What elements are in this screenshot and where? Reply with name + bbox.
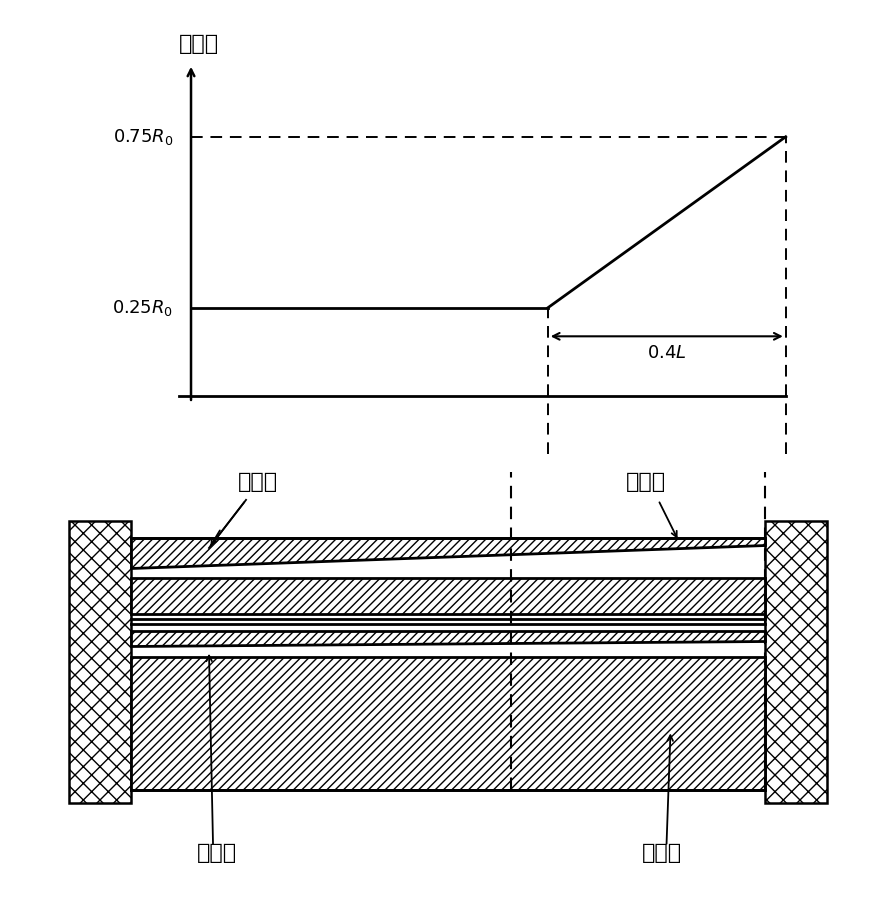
Polygon shape xyxy=(131,578,765,614)
Text: 低方阻: 低方阻 xyxy=(642,844,683,863)
Text: 0.25$R_0$: 0.25$R_0$ xyxy=(112,297,173,317)
Text: 0.4$L$: 0.4$L$ xyxy=(647,345,686,362)
Text: 方阻值: 方阻值 xyxy=(179,34,220,54)
Bar xyxy=(765,522,827,804)
Text: 高方阻: 高方阻 xyxy=(625,472,666,492)
Bar xyxy=(69,522,131,804)
Text: 0.75$R_0$: 0.75$R_0$ xyxy=(113,127,173,147)
Text: 高方阻: 高方阻 xyxy=(197,844,237,863)
Polygon shape xyxy=(131,631,765,646)
Polygon shape xyxy=(131,658,765,790)
Polygon shape xyxy=(131,538,765,568)
Text: 低方阻: 低方阻 xyxy=(238,472,279,492)
